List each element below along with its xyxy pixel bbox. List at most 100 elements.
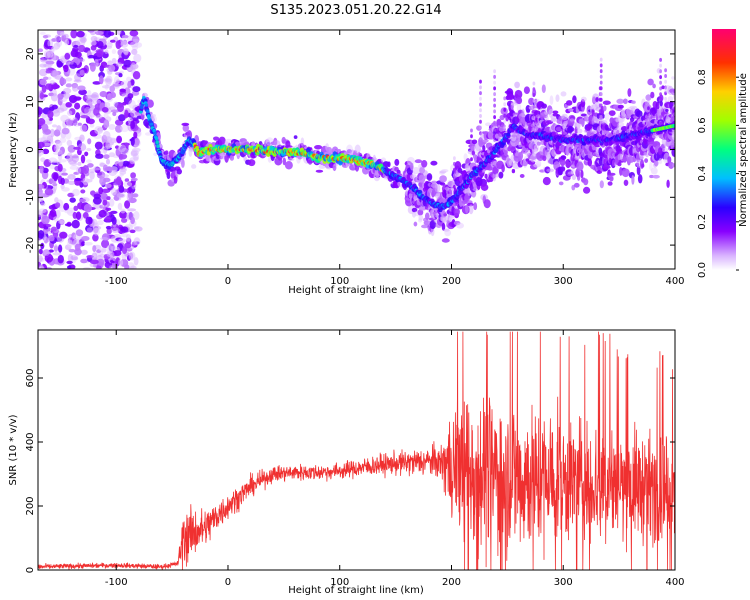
spectrogram-cell	[596, 170, 602, 174]
spectrogram-cell	[80, 258, 88, 264]
spectrogram-cell	[39, 31, 46, 36]
spectrogram-cell	[45, 69, 52, 74]
spectrogram-cell	[658, 158, 663, 165]
spectrogram-cell	[532, 93, 536, 97]
spectrogram-cell	[532, 87, 536, 92]
spectrogram-cell	[43, 249, 50, 256]
spectrogram-cell	[43, 142, 51, 147]
spectrogram-cell	[667, 96, 674, 102]
spectrogram-cell	[441, 222, 446, 231]
spectrogram-cell	[118, 238, 127, 243]
spectrogram-cell	[506, 93, 515, 101]
spectrogram-cell	[570, 168, 575, 175]
spectrogram-cell	[220, 155, 226, 160]
spectrogram-cell	[644, 158, 649, 164]
spectrogram-cell	[52, 252, 62, 256]
spectrogram-cell	[599, 180, 604, 189]
spectrogram-cell	[133, 237, 141, 246]
spectrogram-cell	[647, 106, 650, 111]
spectrogram-cell	[493, 109, 496, 114]
spectrogram-cell	[129, 157, 136, 165]
spectrogram-x-tick-label: 100	[330, 276, 349, 287]
spectrogram-cell	[85, 98, 94, 105]
snr-series-line	[38, 331, 675, 570]
spectrogram-cell	[421, 159, 428, 168]
spectrogram-cell	[431, 180, 438, 184]
spectrogram-cell	[412, 167, 420, 175]
spectrogram-cell	[43, 76, 49, 81]
spectrogram-cell	[131, 48, 138, 55]
spectrogram-cell	[99, 247, 107, 252]
spectrogram-cell	[479, 79, 482, 84]
spectrogram-cell	[573, 182, 580, 188]
spectrogram-cell	[54, 197, 59, 203]
spectrogram-cell	[535, 160, 542, 168]
spectrogram-cell	[110, 210, 118, 215]
spectrogram-cell	[64, 39, 70, 46]
spectrogram-cell	[485, 122, 492, 127]
spectrogram-cell	[92, 196, 102, 205]
spectrogram-cell	[285, 140, 291, 148]
spectrogram-cell	[121, 93, 130, 98]
spectrogram-cell	[631, 175, 635, 185]
spectrogram-cell	[479, 91, 482, 96]
spectrogram-cell	[126, 76, 132, 83]
spectrogram-cell	[354, 144, 361, 154]
spectrogram-cell	[132, 193, 139, 198]
spectrogram-cell	[110, 235, 120, 243]
spectrogram-cell	[559, 166, 566, 172]
spectrogram-cell	[424, 212, 430, 221]
spectrogram-cell	[439, 175, 447, 183]
spectrogram-cell	[129, 265, 137, 269]
spectrogram-cell	[71, 154, 80, 163]
spectrogram-cell	[77, 161, 82, 166]
spectrogram-cell	[417, 209, 424, 216]
spectrogram-cell	[63, 202, 70, 211]
spectrogram-cell	[146, 99, 154, 108]
spectrogram-cell	[82, 165, 90, 174]
spectrogram-cell	[173, 174, 178, 184]
spectrogram-cell	[80, 154, 86, 164]
spectrogram-cell	[617, 104, 624, 109]
spectrogram-cell	[112, 111, 117, 117]
spectrogram-cell	[50, 128, 55, 138]
spectrogram-cell	[493, 103, 496, 108]
spectrogram-cell	[50, 226, 57, 232]
spectrogram-cell	[56, 125, 62, 133]
spectrogram-cell	[118, 185, 125, 193]
spectrogram-cell	[645, 152, 650, 158]
spectrogram-cell	[89, 259, 99, 265]
spectrogram-cell	[552, 110, 559, 114]
spectrogram-cell	[77, 122, 82, 126]
spectrogram-cell	[75, 211, 82, 220]
spectrogram-cell	[426, 173, 433, 181]
spectrogram-cell	[453, 156, 456, 161]
colorbar-tick-label: 0.4	[697, 166, 708, 182]
spectrogram-cell	[95, 153, 104, 159]
spectrogram-cell	[523, 86, 530, 95]
spectrogram-cell	[126, 192, 131, 202]
spectrogram-cell	[166, 171, 171, 180]
spectrogram-cell	[90, 40, 97, 46]
spectrogram-cell	[609, 176, 614, 182]
spectrogram-cell	[105, 225, 112, 230]
spectrogram-cell	[103, 112, 109, 119]
colorbar-tick-label: 0.0	[697, 262, 708, 278]
spectrogram-cell	[532, 81, 536, 86]
spectrogram-cell	[64, 223, 72, 227]
spectrogram-cell	[503, 119, 507, 124]
spectrogram-cell	[559, 158, 566, 167]
spectrogram-cell	[105, 77, 112, 86]
spectrogram-cell	[521, 108, 525, 119]
spectrogram-x-tick-label: 200	[442, 276, 461, 287]
spectrogram-y-tick-label: -10	[25, 189, 36, 205]
spectrogram-cell	[146, 109, 150, 114]
colorbar-tick-label: 0.2	[697, 214, 708, 230]
spectrogram-cell	[126, 187, 133, 194]
spectrogram-cell	[80, 241, 86, 247]
spectrogram-cell	[661, 85, 665, 90]
spectrogram-cell	[84, 106, 92, 115]
colorbar-ticks: 0.00.20.40.60.8	[697, 69, 739, 278]
spectrogram-cell	[659, 63, 662, 68]
